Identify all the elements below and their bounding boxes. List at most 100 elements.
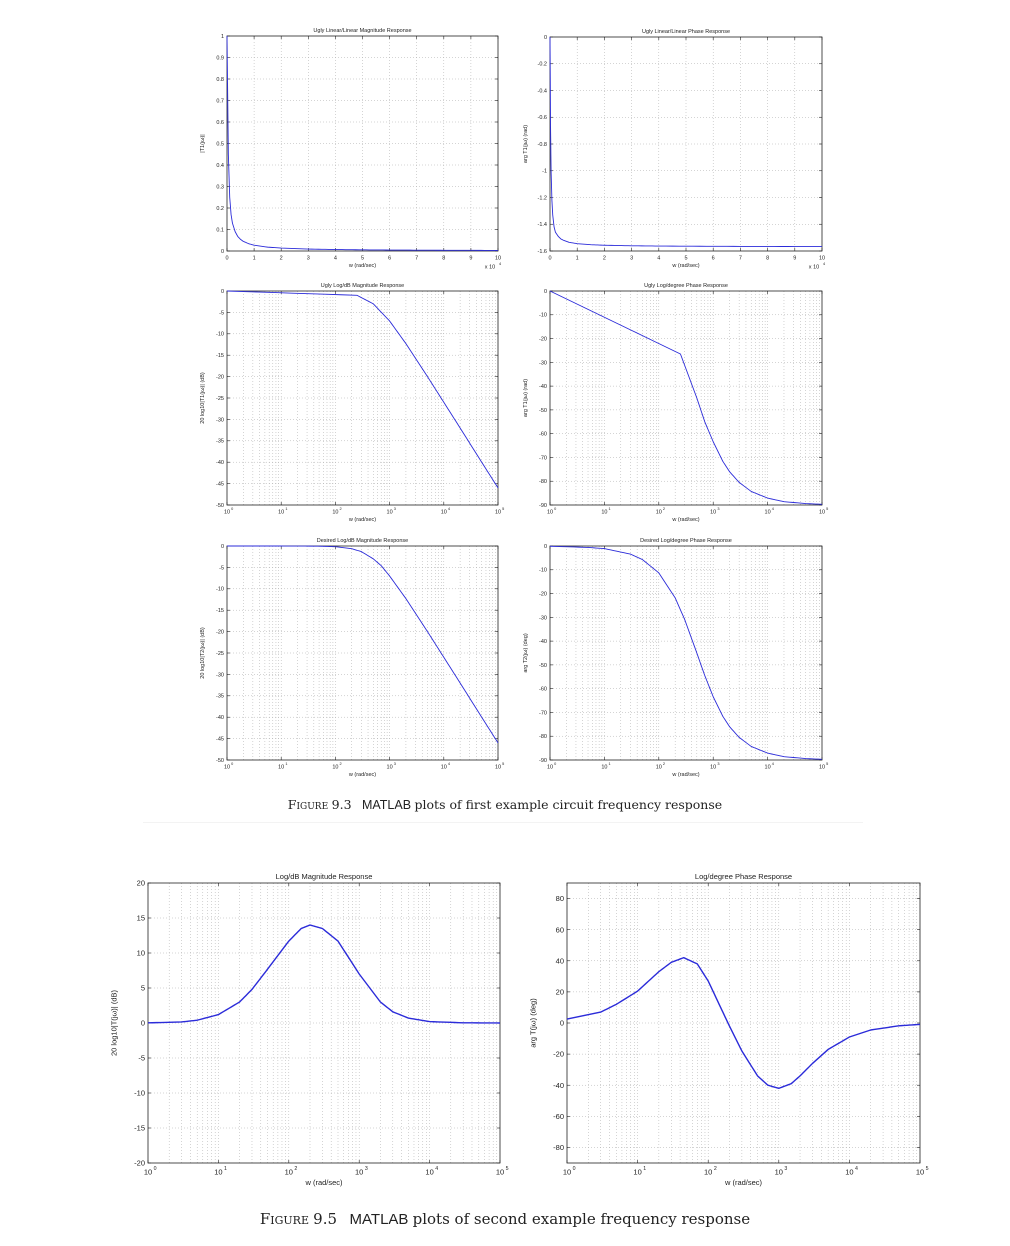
y-axis-label: arg T(jω) (deg) (529, 998, 538, 1048)
svg-text:40: 40 (556, 956, 564, 965)
data-line (227, 545, 499, 744)
svg-text:-60: -60 (553, 1112, 564, 1121)
figure-caption-9-3: Figure 9.3 MATLAB plots of first example… (0, 797, 1010, 812)
svg-text:0: 0 (225, 255, 228, 261)
svg-text:0: 0 (554, 507, 556, 511)
svg-text:10: 10 (387, 764, 393, 770)
tick-labels: -90-80-70-60-50-40-30-20-100100101102103… (539, 544, 828, 770)
svg-text:3: 3 (394, 762, 396, 766)
section-divider (143, 822, 863, 823)
svg-text:1: 1 (285, 762, 287, 766)
svg-text:10: 10 (547, 764, 553, 770)
svg-text:10: 10 (547, 509, 553, 515)
tick-labels: -50-45-40-35-30-25-20-15-10-501001011021… (216, 544, 504, 770)
svg-text:3: 3 (784, 1166, 787, 1172)
svg-text:10: 10 (355, 1167, 363, 1176)
svg-text:-90: -90 (539, 503, 547, 509)
svg-text:9: 9 (793, 255, 796, 261)
svg-text:-20: -20 (539, 591, 547, 597)
svg-text:-20: -20 (539, 336, 547, 342)
svg-text:10: 10 (819, 255, 825, 261)
data-line (549, 545, 823, 760)
x-multiplier: x 10 (485, 265, 495, 271)
svg-text:0.3: 0.3 (216, 184, 224, 190)
tick-labels: -1.6 -1.4 -1.2 -1 -0.8 -0.6 -0.4 -0.2 0 0 1 2 3 4 5 6 7 8… (538, 35, 826, 261)
svg-text:0: 0 (544, 544, 547, 550)
chart-title: Ugly Log/degree Phase Response (644, 283, 728, 289)
data-line (549, 36, 823, 248)
svg-text:10: 10 (387, 509, 393, 515)
svg-text:10: 10 (819, 509, 825, 515)
figure-label: Figure (259, 1210, 309, 1228)
svg-text:5: 5 (826, 507, 828, 511)
figure-tool: MATLAB (361, 798, 412, 812)
svg-text:-30: -30 (539, 360, 547, 366)
svg-text:3: 3 (394, 507, 396, 511)
svg-text:10: 10 (441, 764, 447, 770)
svg-text:-20: -20 (134, 1159, 145, 1168)
data-line (147, 924, 501, 1024)
svg-text:-70: -70 (539, 710, 547, 716)
svg-text:0: 0 (573, 1166, 576, 1172)
svg-text:-25: -25 (216, 396, 224, 402)
y-axis-label: 20 log10|T2(jω)| (dB) (200, 627, 206, 679)
svg-text:10: 10 (441, 509, 447, 515)
svg-text:0.2: 0.2 (216, 206, 224, 212)
svg-text:-30: -30 (216, 417, 224, 423)
svg-text:10: 10 (495, 509, 501, 515)
svg-text:15: 15 (137, 914, 145, 923)
x-axis-label: w (rad/sec) (304, 1178, 343, 1187)
svg-text:-5: -5 (138, 1054, 145, 1063)
svg-text:3: 3 (307, 255, 310, 261)
svg-text:3: 3 (630, 255, 633, 261)
svg-text:-80: -80 (539, 734, 547, 740)
svg-text:-50: -50 (216, 503, 224, 509)
svg-text:0: 0 (548, 255, 551, 261)
svg-text:-60: -60 (539, 687, 547, 693)
grid-lines (227, 36, 498, 251)
figure-number: 9.5 (313, 1210, 338, 1228)
svg-text:5: 5 (361, 255, 364, 261)
svg-text:80: 80 (556, 894, 564, 903)
svg-text:-50: -50 (539, 408, 547, 414)
svg-text:-1: -1 (542, 169, 547, 175)
svg-text:4: 4 (772, 507, 775, 511)
svg-text:-50: -50 (539, 663, 547, 669)
svg-text:4: 4 (499, 262, 502, 266)
tick-labels: -50-45-40-35-30-25-20-15-10-501001011021… (216, 289, 504, 515)
svg-text:2: 2 (280, 255, 283, 261)
chart-title: Desired Log/degree Phase Response (640, 538, 732, 544)
svg-text:4: 4 (823, 262, 826, 266)
y-axis-label: 20 log10|T(jω)| (dB) (110, 989, 119, 1056)
chart-title: Log/degree Phase Response (695, 872, 792, 881)
figure-number: 9.3 (331, 797, 352, 812)
grid-lines (550, 37, 822, 251)
svg-text:4: 4 (435, 1166, 438, 1172)
svg-text:4: 4 (448, 762, 451, 766)
svg-text:-50: -50 (216, 758, 224, 764)
svg-text:3: 3 (717, 762, 719, 766)
x-axis-label: w (rad/sec) (671, 772, 699, 778)
svg-text:-20: -20 (216, 630, 224, 636)
grid-lines (227, 291, 498, 505)
svg-text:0: 0 (544, 289, 547, 295)
axes-box (549, 545, 823, 761)
svg-text:10: 10 (775, 1167, 783, 1176)
svg-text:0.6: 0.6 (216, 120, 224, 126)
svg-text:-30: -30 (216, 672, 224, 678)
svg-text:10: 10 (278, 509, 284, 515)
svg-text:3: 3 (717, 507, 719, 511)
svg-text:8: 8 (442, 255, 445, 261)
svg-text:-35: -35 (216, 694, 224, 700)
figure-tool: MATLAB (349, 1211, 409, 1228)
data-line (226, 35, 499, 251)
svg-text:6: 6 (712, 255, 715, 261)
svg-text:1: 1 (253, 255, 256, 261)
svg-text:10: 10 (704, 1167, 712, 1176)
svg-text:20: 20 (137, 879, 145, 888)
svg-text:1: 1 (285, 507, 287, 511)
